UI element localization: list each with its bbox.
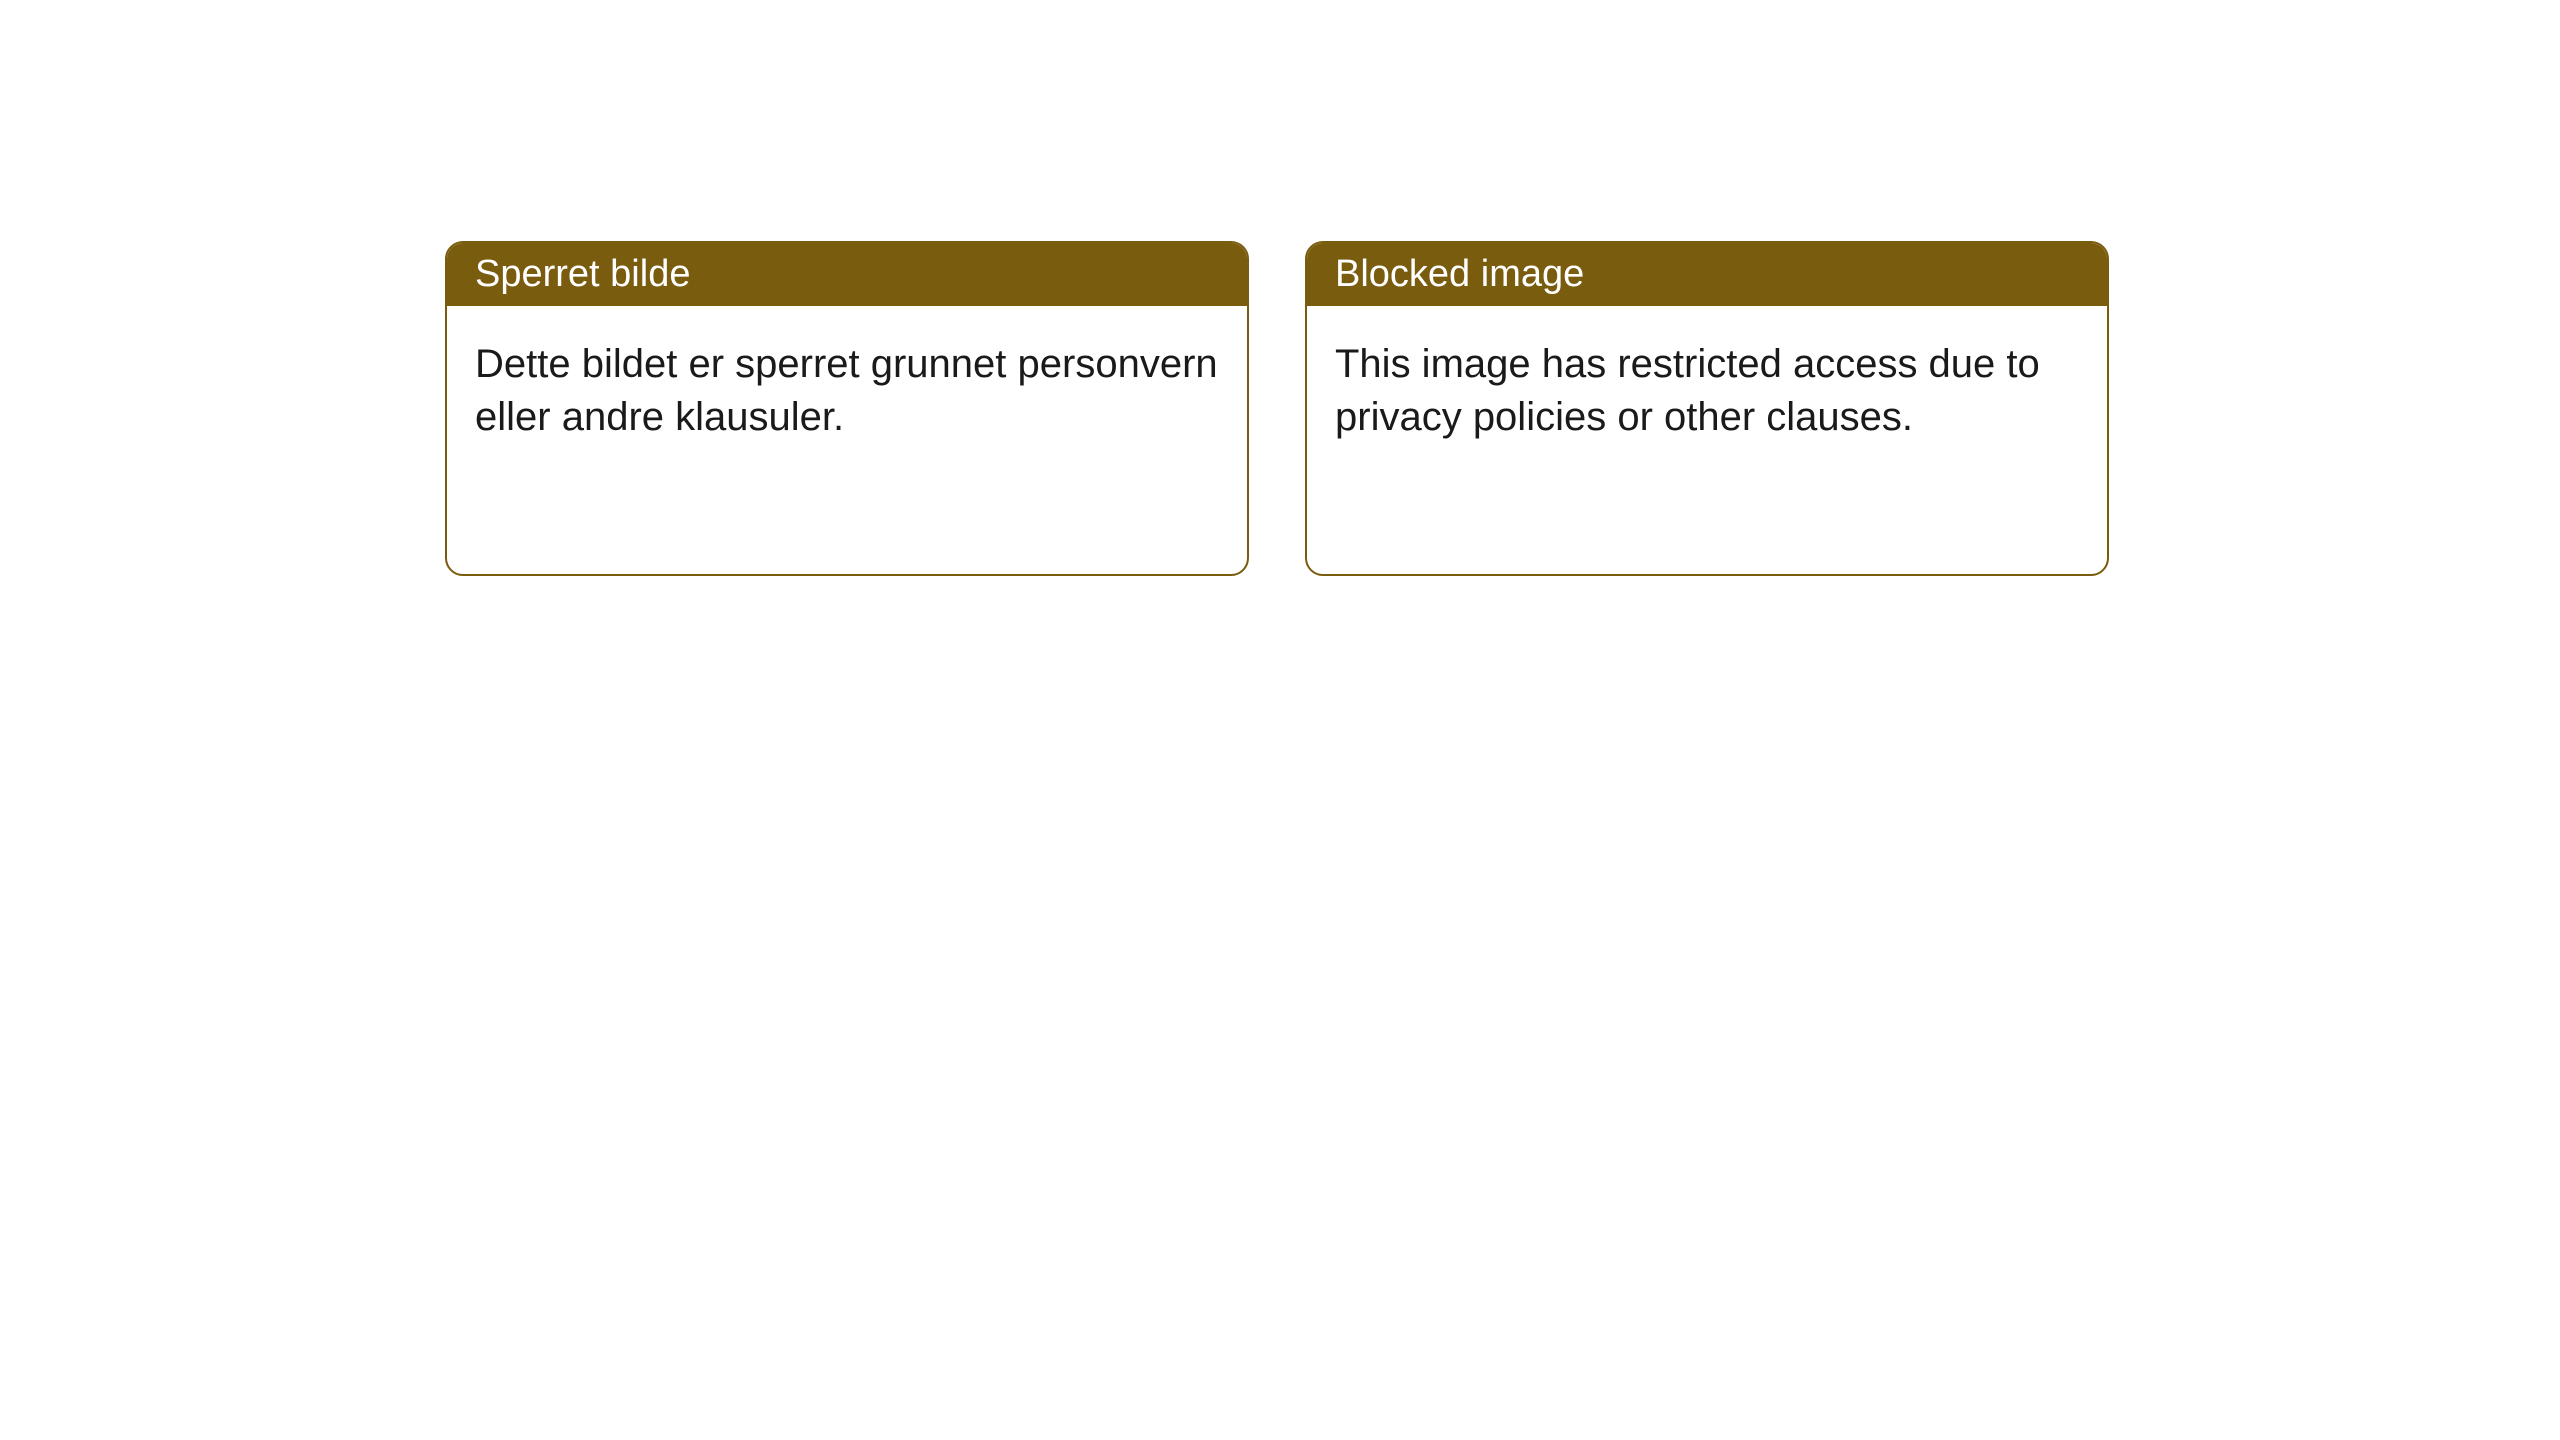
notice-card-no: Sperret bilde Dette bildet er sperret gr…	[445, 241, 1249, 576]
notice-container: Sperret bilde Dette bildet er sperret gr…	[445, 241, 2109, 576]
notice-body-en: This image has restricted access due to …	[1307, 306, 2107, 476]
notice-card-en: Blocked image This image has restricted …	[1305, 241, 2109, 576]
notice-title-en: Blocked image	[1307, 243, 2107, 306]
notice-title-no: Sperret bilde	[447, 243, 1247, 306]
notice-body-no: Dette bildet er sperret grunnet personve…	[447, 306, 1247, 476]
